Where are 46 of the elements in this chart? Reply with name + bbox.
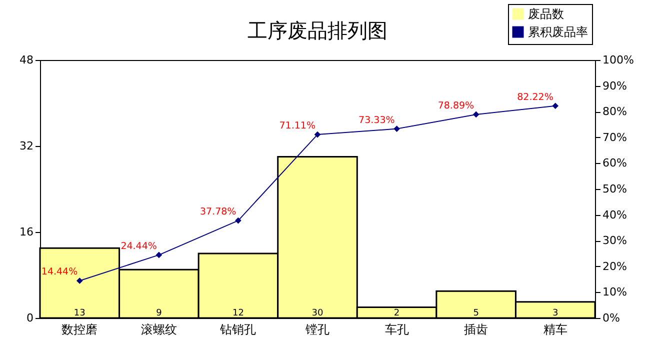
- y-tick-label: 48: [20, 54, 34, 66]
- data-label: 3: [552, 308, 558, 318]
- point: [314, 131, 321, 138]
- data-label: 13: [74, 308, 86, 318]
- y-tick-label: 16: [20, 226, 34, 238]
- x-tick-label: 插齿: [464, 322, 488, 336]
- y2-tick-label: 80%: [602, 105, 627, 118]
- legend-label: 废品数: [528, 7, 564, 21]
- data-label: 24.44%: [120, 240, 157, 252]
- point: [156, 252, 162, 258]
- chart-title: 工序废品排列图: [248, 18, 388, 42]
- x-tick-label: 数控磨: [62, 322, 98, 336]
- point: [394, 126, 400, 132]
- data-label: 2: [394, 308, 400, 318]
- data-label: 78.89%: [438, 100, 474, 112]
- data-label: 12: [232, 308, 244, 318]
- point: [235, 217, 242, 224]
- x-tick-label: 车孔: [384, 322, 409, 336]
- y2-tick-label: 50%: [602, 182, 627, 196]
- x-tick-label: 精车: [543, 322, 568, 336]
- data-label: 9: [156, 308, 162, 318]
- y2-tick-label: 40%: [602, 208, 627, 222]
- y-tick-label: 32: [20, 140, 34, 152]
- legend-label: 累积废品率: [528, 25, 588, 39]
- y-tick-label: 0: [26, 312, 34, 324]
- data-label: 71.11%: [279, 120, 316, 132]
- y2-tick-label: 10%: [602, 286, 627, 299]
- point: [552, 102, 559, 110]
- data-label: 14.44%: [41, 266, 78, 278]
- y2-tick-label: 70%: [602, 130, 627, 144]
- x-tick-label: 镗孔: [304, 322, 330, 336]
- x-tick-label: 滚螺纹: [140, 322, 177, 336]
- data-label: 73.33%: [358, 114, 395, 126]
- point: [76, 278, 83, 284]
- y2-tick-label: 0%: [602, 312, 620, 324]
- y2-tick-label: 90%: [602, 79, 627, 92]
- y2-tick-label: 100%: [602, 54, 634, 66]
- y2-tick-label: 60%: [602, 156, 627, 170]
- data-label: 30: [312, 308, 324, 318]
- data-label: 82.22%: [517, 92, 554, 103]
- y2-tick-label: 30%: [602, 234, 627, 248]
- y2-tick-label: 20%: [602, 260, 627, 273]
- data-label: 37.78%: [200, 206, 236, 218]
- point: [472, 111, 480, 118]
- data-label: 5: [473, 308, 479, 318]
- x-tick-label: 钻销孔: [219, 322, 256, 336]
